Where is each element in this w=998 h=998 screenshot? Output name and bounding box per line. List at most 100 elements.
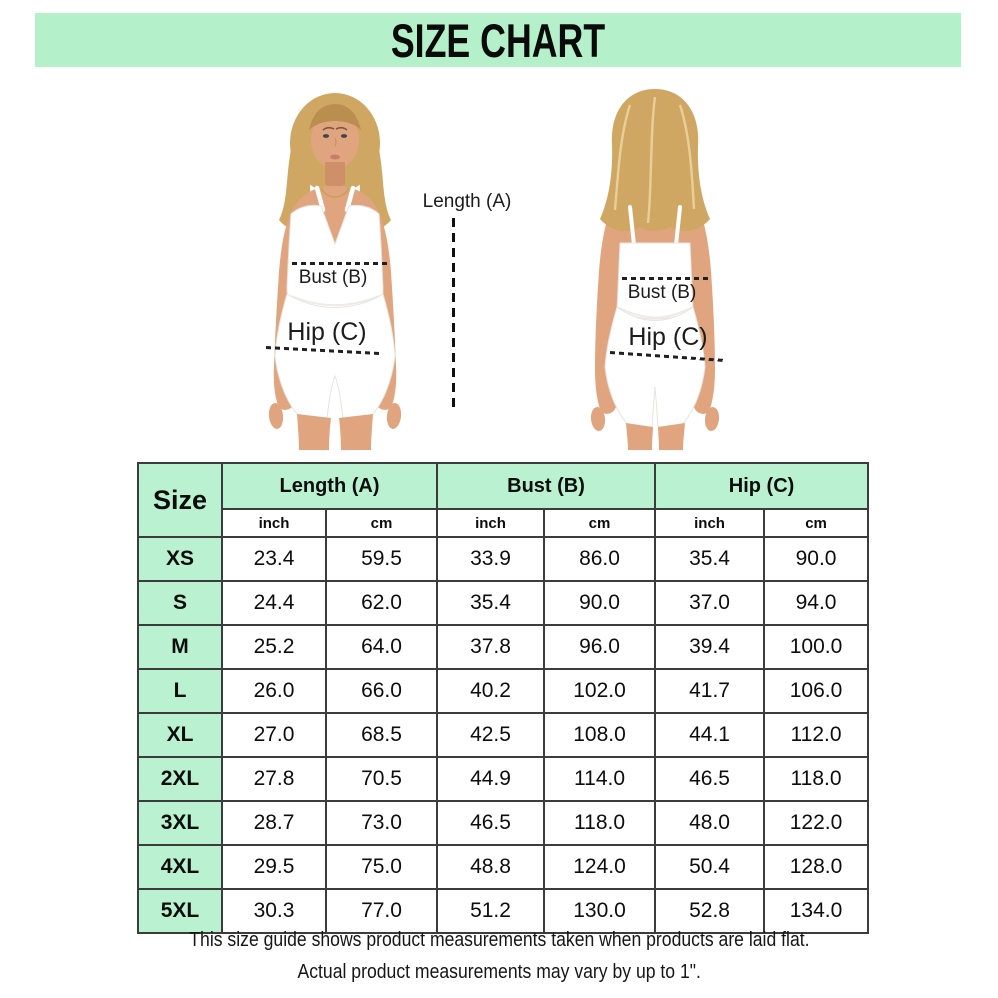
value-cell: 66.0: [324, 668, 439, 714]
hip-label-back: Hip (C): [628, 323, 708, 351]
size-row-4xl: 4XL 29.5 75.0 48.8 124.0 50.4 128.0: [137, 844, 870, 890]
value-cell: 70.5: [324, 756, 439, 802]
value-cell: 102.0: [543, 668, 657, 714]
value-cell: 23.4: [221, 536, 327, 582]
size-cell: 2XL: [137, 756, 223, 802]
size-row-3xl: 3XL 28.7 73.0 46.5 118.0 48.0 122.0: [137, 800, 870, 846]
value-cell: 37.8: [436, 624, 546, 670]
value-cell: 27.0: [221, 712, 327, 758]
value-cell: 106.0: [763, 668, 870, 714]
value-cell: 62.0: [324, 580, 439, 626]
group-header-row: Size Length (A) Bust (B) Hip (C): [137, 462, 870, 538]
value-cell: 44.9: [436, 756, 546, 802]
unit-header: cm: [763, 508, 870, 538]
value-cell: 48.0: [654, 800, 766, 846]
bust-label-front: Bust (B): [298, 267, 368, 288]
footer-note-2-text: Actual product measurements may vary by …: [297, 961, 701, 983]
size-cell: 4XL: [137, 844, 223, 890]
size-row-l: L 26.0 66.0 40.2 102.0 41.7 106.0: [137, 668, 870, 714]
value-cell: 73.0: [324, 800, 439, 846]
size-cell: M: [137, 624, 223, 670]
value-cell: 75.0: [324, 844, 439, 890]
page-title: SIZE CHART: [390, 13, 606, 67]
size-row-s: S 24.4 62.0 35.4 90.0 37.0 94.0: [137, 580, 870, 626]
bust-measure-line-front: [292, 262, 388, 265]
value-cell: 26.0: [221, 668, 327, 714]
value-cell: 77.0: [324, 888, 439, 934]
value-cell: 90.0: [543, 580, 657, 626]
back-model-illustration: [590, 89, 720, 450]
value-cell: 46.5: [436, 800, 546, 846]
value-cell: 94.0: [763, 580, 870, 626]
footer-note-1: This size guide shows product measuremen…: [0, 929, 998, 952]
size-cell: 5XL: [137, 888, 223, 934]
size-cell: S: [137, 580, 223, 626]
footer-note-1-text: This size guide shows product measuremen…: [188, 929, 810, 951]
value-cell: 29.5: [221, 844, 327, 890]
value-cell: 42.5: [436, 712, 546, 758]
hip-group-header: Hip (C): [654, 462, 870, 510]
back-model-figure: Bust (B) Hip (C): [560, 85, 750, 450]
size-column-header: Size: [137, 462, 223, 538]
value-cell: 59.5: [324, 536, 439, 582]
value-cell: 52.8: [654, 888, 766, 934]
value-cell: 48.8: [436, 844, 546, 890]
hip-label-front: Hip (C): [287, 318, 367, 346]
length-measure-line: [452, 218, 455, 410]
unit-header-row: inch cm inch cm inch cm: [138, 508, 870, 538]
value-cell: 46.5: [654, 756, 766, 802]
value-cell: 128.0: [763, 844, 870, 890]
unit-header: inch: [654, 508, 766, 538]
length-group-header: Length (A): [220, 462, 439, 510]
value-cell: 35.4: [654, 536, 766, 582]
size-cell: XS: [137, 536, 223, 582]
value-cell: 134.0: [763, 888, 870, 934]
value-cell: 118.0: [763, 756, 870, 802]
value-cell: 51.2: [436, 888, 546, 934]
size-row-xl: XL 27.0 68.5 42.5 108.0 44.1 112.0: [137, 712, 870, 758]
length-label: Length (A): [422, 191, 512, 212]
value-cell: 100.0: [763, 624, 870, 670]
value-cell: 35.4: [436, 580, 546, 626]
value-cell: 122.0: [763, 800, 870, 846]
size-cell: L: [137, 668, 223, 714]
bust-measure-line-back: [622, 277, 711, 280]
value-cell: 50.4: [654, 844, 766, 890]
value-cell: 40.2: [436, 668, 546, 714]
value-cell: 64.0: [324, 624, 439, 670]
value-cell: 25.2: [221, 624, 327, 670]
size-row-2xl: 2XL 27.8 70.5 44.9 114.0 46.5 118.0: [137, 756, 870, 802]
size-row-5xl: 5XL 30.3 77.0 51.2 130.0 52.8 134.0: [137, 888, 870, 934]
value-cell: 24.4: [221, 580, 327, 626]
front-model-illustration: [268, 93, 402, 450]
size-chart-banner: SIZE CHART: [35, 13, 961, 67]
value-cell: 28.7: [221, 800, 327, 846]
front-model-figure: Bust (B) Hip (C): [235, 88, 425, 450]
bust-label-back: Bust (B): [627, 282, 697, 303]
value-cell: 86.0: [543, 536, 657, 582]
size-row-m: M 25.2 64.0 37.8 96.0 39.4 100.0: [137, 624, 870, 670]
value-cell: 130.0: [543, 888, 657, 934]
value-cell: 112.0: [763, 712, 870, 758]
value-cell: 114.0: [543, 756, 657, 802]
size-cell: 3XL: [137, 800, 223, 846]
footer-note-2: Actual product measurements may vary by …: [0, 961, 998, 984]
bust-group-header: Bust (B): [436, 462, 657, 510]
value-cell: 44.1: [654, 712, 766, 758]
value-cell: 90.0: [763, 536, 870, 582]
value-cell: 37.0: [654, 580, 766, 626]
size-cell: XL: [137, 712, 223, 758]
value-cell: 96.0: [543, 624, 657, 670]
unit-header: cm: [324, 508, 439, 538]
unit-header: cm: [543, 508, 657, 538]
value-cell: 27.8: [221, 756, 327, 802]
value-cell: 124.0: [543, 844, 657, 890]
unit-header: inch: [436, 508, 546, 538]
value-cell: 33.9: [436, 536, 546, 582]
size-table: Size Length (A) Bust (B) Hip (C) inch cm…: [137, 462, 870, 934]
value-cell: 41.7: [654, 668, 766, 714]
value-cell: 108.0: [543, 712, 657, 758]
size-row-xs: XS 23.4 59.5 33.9 86.0 35.4 90.0: [137, 536, 870, 582]
value-cell: 118.0: [543, 800, 657, 846]
